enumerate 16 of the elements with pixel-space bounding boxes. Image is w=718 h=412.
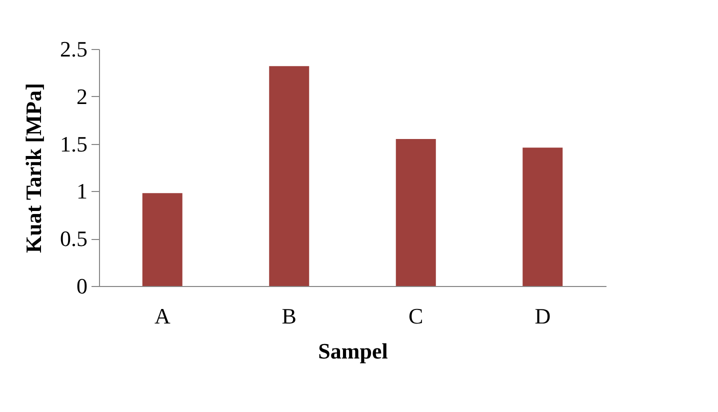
x-tick-label: B	[282, 304, 296, 328]
y-tick-label: 1	[76, 178, 88, 204]
x-axis-title: Sampel	[318, 338, 388, 364]
bar	[269, 66, 310, 286]
bar	[396, 139, 436, 286]
bar	[522, 148, 563, 286]
y-tick-label: 0	[76, 274, 88, 298]
bar	[142, 193, 182, 286]
x-tick-label: A	[154, 304, 170, 328]
y-axis-title: Kuat Tarik [MPa]	[21, 83, 46, 253]
x-tick-label: D	[534, 304, 551, 328]
y-tick-label: 1.5	[60, 131, 88, 156]
y-tick-label: 2.5	[60, 36, 88, 62]
x-tick-label: C	[408, 304, 424, 328]
y-tick-label: 2	[76, 84, 88, 109]
y-tick-label: 0.5	[60, 226, 88, 252]
